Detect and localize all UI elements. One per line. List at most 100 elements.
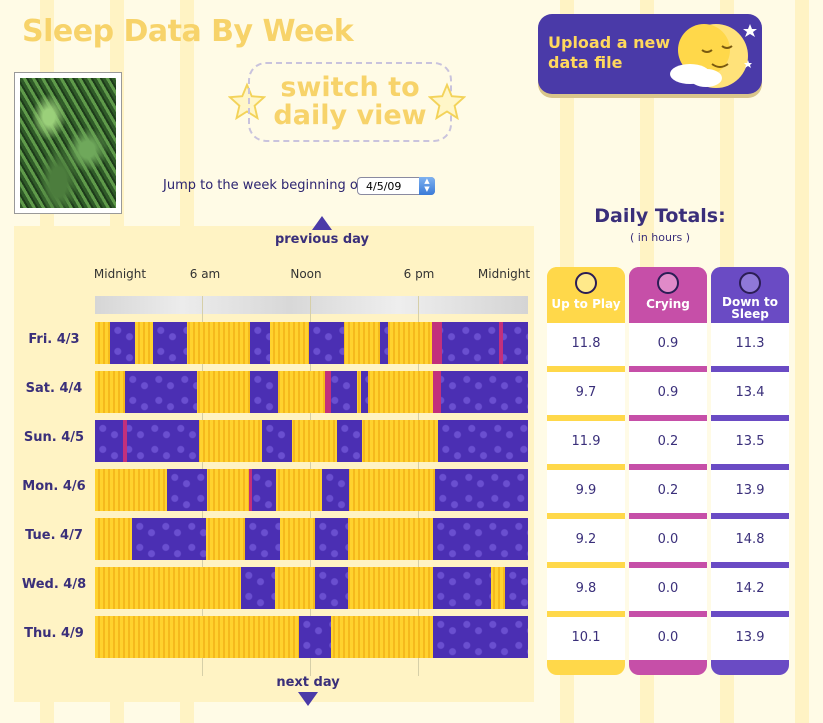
down-to-sleep-value: 13.4 <box>711 372 789 415</box>
up-to-play-value: 9.8 <box>547 568 625 611</box>
upload-label-line1: Upload a new <box>548 33 671 52</box>
sleeping-baby-icon <box>739 272 761 294</box>
sleep-segment <box>167 469 207 511</box>
sleep-segment <box>299 616 331 658</box>
sleep-segment <box>435 469 528 511</box>
week-date-value: 4/5/09 <box>366 180 402 193</box>
down-to-sleep-header[interactable]: Down to Sleep <box>711 267 789 323</box>
day-label: Sat. 4/4 <box>25 381 83 396</box>
sleep-segment <box>250 371 278 413</box>
crying-segment <box>123 420 127 462</box>
up-to-play-value: 9.9 <box>547 470 625 513</box>
crying-column: Crying 0.9 0.9 0.2 0.2 0.0 0.0 0.0 <box>629 267 707 675</box>
time-scroll-bar <box>95 296 528 314</box>
day-timeline-row[interactable] <box>95 371 528 413</box>
day-timeline-row[interactable] <box>95 420 528 462</box>
sleep-segment <box>245 518 280 560</box>
crying-value: 0.2 <box>629 421 707 464</box>
sleep-segment <box>433 371 528 413</box>
sleep-segment <box>337 420 362 462</box>
sleep-segment <box>433 567 491 609</box>
day-label: Tue. 4/7 <box>25 528 83 543</box>
up-to-play-value: 11.8 <box>547 323 625 366</box>
day-label: Mon. 4/6 <box>22 479 86 494</box>
crying-header[interactable]: Crying <box>629 267 707 323</box>
time-label: Noon <box>290 267 322 281</box>
sleep-segment <box>153 322 187 364</box>
next-day-label: next day <box>276 675 340 690</box>
switch-label-line2: daily view <box>273 100 427 131</box>
time-label: Midnight <box>93 267 147 281</box>
moon-icon <box>670 24 757 88</box>
arrow-down-icon <box>298 692 318 706</box>
week-date-select[interactable]: 4/5/09 ▲ ▼ <box>357 177 435 195</box>
crying-segment <box>433 371 441 413</box>
sleep-segment <box>433 518 528 560</box>
arrow-up-icon <box>312 216 332 230</box>
page-title: Sleep Data By Week <box>22 14 354 49</box>
chevron-updown-icon: ▲ ▼ <box>419 177 435 195</box>
down-to-sleep-label-line2: Sleep <box>731 307 769 321</box>
upload-label-line2: data file <box>548 53 623 72</box>
day-label: Wed. 4/8 <box>21 577 87 592</box>
down-to-sleep-value: 14.2 <box>711 568 789 611</box>
sleep-segment <box>241 567 275 609</box>
crying-label: Crying <box>646 297 690 311</box>
sleep-segment <box>125 371 197 413</box>
upload-data-file-button[interactable]: Upload a new data file <box>538 14 762 94</box>
baby-photo <box>14 72 122 214</box>
sleep-segment <box>361 371 368 413</box>
up-to-play-header[interactable]: Up to Play <box>547 267 625 323</box>
crying-baby-icon <box>657 272 679 294</box>
day-timeline-row[interactable] <box>95 322 528 364</box>
background-stripe <box>795 0 809 723</box>
star-icon <box>428 82 466 120</box>
sleep-segment <box>262 420 292 462</box>
sleep-segment <box>438 420 528 462</box>
crying-value: 0.9 <box>629 323 707 366</box>
down-to-sleep-value: 11.3 <box>711 323 789 366</box>
day-timeline-row[interactable] <box>95 616 528 658</box>
crying-segment <box>499 322 503 364</box>
sleep-segment <box>505 567 528 609</box>
star-icon <box>228 82 266 120</box>
up-to-play-value: 9.2 <box>547 519 625 562</box>
sleep-segment <box>110 322 135 364</box>
previous-day-label: previous day <box>274 232 370 247</box>
crying-value: 0.0 <box>629 568 707 611</box>
up-to-play-value: 9.7 <box>547 372 625 415</box>
down-to-sleep-value: 13.9 <box>711 617 789 660</box>
daily-totals-title: Daily Totals: <box>594 205 726 227</box>
sleep-segment <box>432 322 528 364</box>
down-to-sleep-label-line1: Down to <box>722 295 778 309</box>
sleep-segment <box>250 322 270 364</box>
down-to-sleep-value: 13.5 <box>711 421 789 464</box>
sleep-segment <box>380 322 388 364</box>
sleep-segment <box>95 420 199 462</box>
up-to-play-value: 11.9 <box>547 421 625 464</box>
previous-day-button[interactable]: previous day <box>272 216 372 247</box>
switch-to-daily-view-button[interactable]: switch to daily view <box>248 62 452 142</box>
sleep-segment <box>315 567 348 609</box>
day-timeline-row[interactable] <box>95 469 528 511</box>
jump-label: Jump to the week beginning on <box>163 178 367 193</box>
day-label: Sun. 4/5 <box>23 430 85 445</box>
daily-totals-subtitle: ( in hours ) <box>629 231 691 244</box>
day-timeline-row[interactable] <box>95 518 528 560</box>
sleep-segment <box>327 371 357 413</box>
next-day-button[interactable]: next day <box>258 675 358 706</box>
happy-baby-icon <box>575 272 597 294</box>
sleep-segment <box>132 518 206 560</box>
down-to-sleep-column: Down to Sleep 11.3 13.4 13.5 13.9 14.8 1… <box>711 267 789 675</box>
time-label: 6 am <box>189 267 221 281</box>
crying-value: 0.0 <box>629 519 707 562</box>
time-label: Midnight <box>477 267 531 281</box>
day-timeline-row[interactable] <box>95 567 528 609</box>
sleep-segment <box>309 322 344 364</box>
time-label: 6 pm <box>403 267 435 281</box>
crying-value: 0.9 <box>629 372 707 415</box>
switch-label-line1: switch to <box>280 72 420 103</box>
crying-segment <box>432 322 442 364</box>
crying-value: 0.2 <box>629 470 707 513</box>
sleep-segment <box>433 616 528 658</box>
